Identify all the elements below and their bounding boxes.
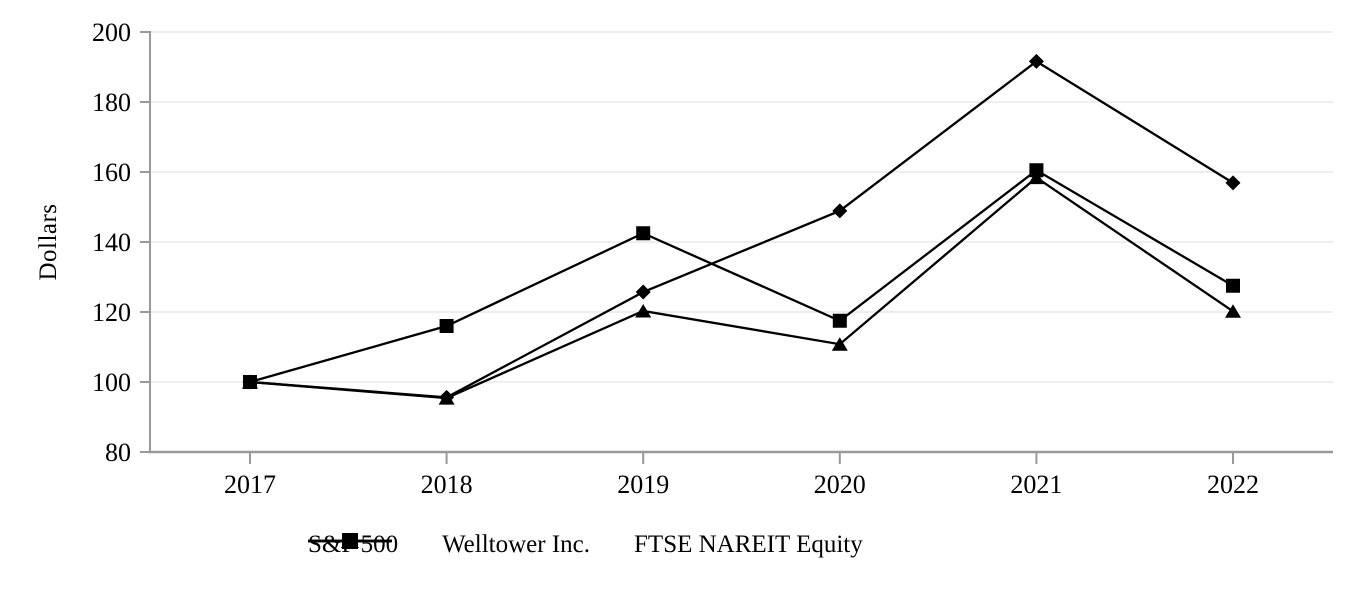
triangle-marker xyxy=(242,375,258,389)
diamond-marker xyxy=(1028,53,1044,69)
y-axis-title: Dollars xyxy=(35,203,62,281)
x-tick-label: 2022 xyxy=(1207,470,1259,499)
square-marker xyxy=(832,313,847,328)
x-tick-label: 2020 xyxy=(814,470,866,499)
square-marker xyxy=(636,226,651,241)
triangle-marker xyxy=(1028,170,1045,185)
triangle-marker xyxy=(635,303,652,318)
y-tick-label: 160 xyxy=(92,158,131,187)
square-marker xyxy=(439,319,454,333)
legend-label-welltower: Welltower Inc. xyxy=(442,531,591,558)
series-line-0 xyxy=(249,60,1234,399)
y-tick-label: 80 xyxy=(105,438,131,467)
triangle-marker xyxy=(831,337,848,351)
legend-item-welltower: Welltower Inc. xyxy=(308,531,591,559)
triangle-marker xyxy=(438,391,455,405)
series-line-2 xyxy=(249,176,1234,400)
y-tick-label: 140 xyxy=(92,228,131,257)
x-tick-label: 2019 xyxy=(617,470,669,499)
x-tick-label: 2021 xyxy=(1010,470,1062,499)
triangle-marker xyxy=(1225,304,1241,318)
diamond-marker xyxy=(635,284,651,300)
y-tick-label: 200 xyxy=(92,18,131,47)
legend-label-ftse-nareit: FTSE NAREIT Equity xyxy=(634,531,863,558)
y-tick-label: 120 xyxy=(92,298,131,327)
x-tick-label: 2017 xyxy=(224,470,276,499)
diamond-marker xyxy=(832,203,848,219)
triangle-marker-icon xyxy=(308,533,392,548)
y-tick-label: 180 xyxy=(92,88,131,117)
square-marker xyxy=(1029,163,1044,178)
x-tick-label: 2018 xyxy=(421,470,473,499)
square-marker xyxy=(1226,278,1240,293)
diamond-marker xyxy=(1225,175,1241,191)
y-tick-label: 100 xyxy=(92,368,131,397)
series-line-1 xyxy=(249,168,1234,384)
legend-item-ftse-nareit: FTSE NAREIT Equity xyxy=(308,531,863,559)
legend: S&P 500 Welltower Inc. FTSE NAREIT Equit… xyxy=(308,531,863,559)
